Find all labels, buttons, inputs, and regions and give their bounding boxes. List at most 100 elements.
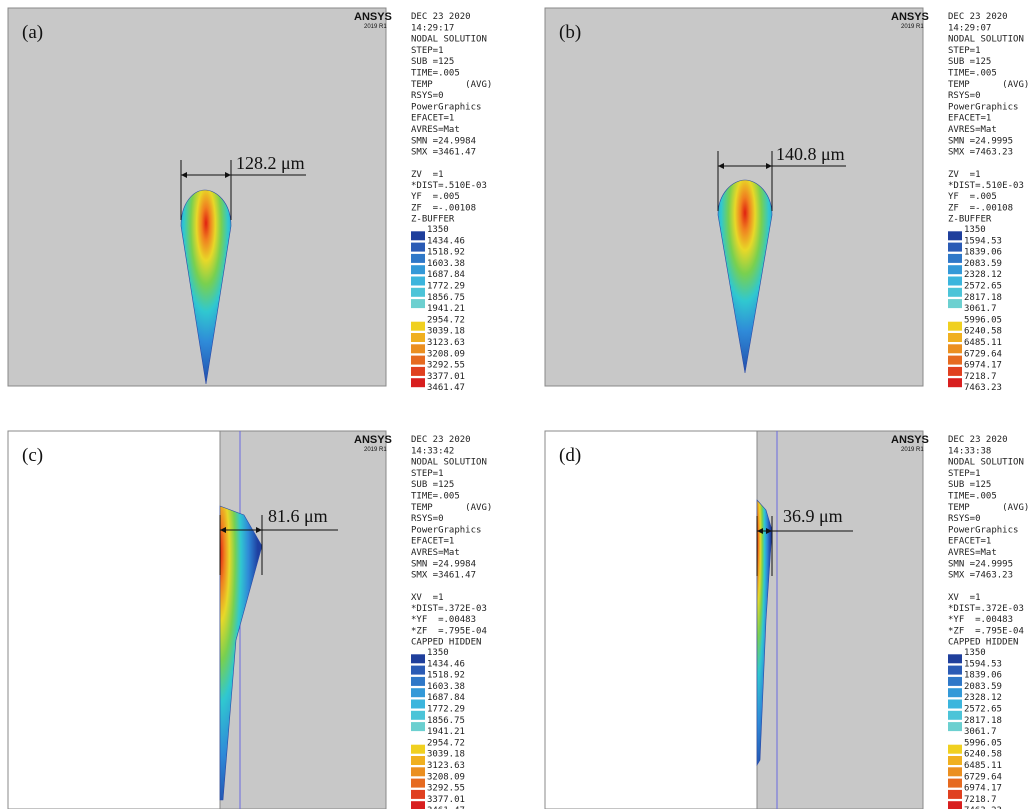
legend-value: 2954.72 [427,738,465,748]
legend-swatch [948,700,962,709]
info-line: SMX =3461.47 [411,148,476,158]
info-line: NODAL SOLUTION [411,35,487,45]
legend-value: 1350 [964,648,986,658]
legend-value: 6485.11 [964,338,1002,348]
panel-label: (c) [22,445,43,466]
dimension-label: 81.6 μm [268,506,328,526]
info-line: SMN =24.9984 [411,136,476,146]
legend-value: 3039.18 [427,327,465,337]
legend-swatch [411,700,425,709]
legend-swatch [948,722,962,731]
legend-swatch [948,745,962,754]
view-line: XV =1 [411,593,444,603]
legend-swatch [948,367,962,376]
legend-value: 5996.05 [964,315,1002,325]
info-line: DEC 23 2020 [411,435,471,445]
view-line: YF =.005 [948,192,997,202]
info-line: EFACET=1 [411,114,454,124]
info-line: TIME=.005 [411,69,460,79]
legend-swatch [948,654,962,663]
legend-swatch [411,654,425,663]
view-line: Z-BUFFER [411,214,455,224]
legend-swatch [948,666,962,675]
logo: ANSYS [354,11,392,23]
legend-value: 1941.21 [427,727,465,737]
legend-swatch [411,790,425,799]
legend-value: 1603.38 [427,682,465,692]
view-line: XV =1 [948,593,981,603]
legend-value: 3208.09 [427,772,465,782]
legend-swatch [411,322,425,331]
legend-swatch [948,243,962,252]
panel-label: (d) [559,445,581,466]
legend-swatch [948,277,962,286]
legend-value: 2572.65 [964,282,1002,292]
legend-value: 6485.11 [964,761,1002,771]
dimension-label: 128.2 μm [236,153,305,173]
legend-value: 3292.55 [427,784,465,794]
legend-value: 6240.58 [964,327,1002,337]
info-line: SUB =125 [948,480,991,490]
view-line: *DIST=.510E-03 [948,181,1024,191]
info-line: SMX =7463.23 [948,571,1013,581]
info-line: STEP=1 [411,46,444,56]
info-line: RSYS=0 [411,91,444,101]
legend-swatch [948,801,962,809]
info-line: AVRES=Mat [948,548,997,558]
legend-value: 2817.18 [964,716,1002,726]
legend-value: 6729.64 [964,349,1002,359]
legend-swatch [411,666,425,675]
legend-value: 1772.29 [427,282,465,292]
view-line: *ZF =.795E-04 [411,626,487,636]
legend-swatch [411,356,425,365]
view-line: *YF =.00483 [948,615,1013,625]
info-line: RSYS=0 [948,91,981,101]
view-line: *DIST=.372E-03 [948,604,1024,614]
view-line: ZF =-.00108 [411,203,476,213]
legend-swatch [948,711,962,720]
legend-swatch [411,779,425,788]
dimension-label: 140.8 μm [776,144,845,164]
view-line: Z-BUFFER [948,214,992,224]
legend-value: 1518.92 [427,671,465,681]
info-line: 14:29:07 [948,23,991,33]
legend-swatch [411,688,425,697]
info-line: TEMP (AVG) [948,80,1029,90]
legend-swatch [411,767,425,776]
legend-value: 2817.18 [964,293,1002,303]
legend-swatch [948,756,962,765]
info-line: DEC 23 2020 [411,12,471,22]
legend-value: 1518.92 [427,248,465,258]
legend-swatch [411,299,425,308]
legend-swatch [411,801,425,809]
legend-value: 2328.12 [964,270,1002,280]
version: 2019 R1 [364,24,387,30]
legend-swatch [411,265,425,274]
info-line: PowerGraphics [411,102,481,112]
info-line: SUB =125 [948,57,991,67]
legend-swatch [411,288,425,297]
view-line: ZF =-.00108 [948,203,1013,213]
logo: ANSYS [891,434,929,446]
legend-swatch [411,254,425,263]
info-line: NODAL SOLUTION [948,35,1024,45]
info-line: TEMP (AVG) [948,503,1029,513]
legend-value: 1434.46 [427,236,465,246]
view-line: *ZF =.795E-04 [948,626,1024,636]
info-line: SMX =3461.47 [411,571,476,581]
legend-swatch [411,243,425,252]
info-line: PowerGraphics [948,525,1018,535]
legend-value: 2572.65 [964,705,1002,715]
info-line: 14:33:42 [411,446,454,456]
legend-swatch [411,333,425,342]
info-line: DEC 23 2020 [948,435,1008,445]
info-line: EFACET=1 [948,537,991,547]
legend-swatch [948,231,962,240]
legend-swatch [948,677,962,686]
legend-value: 1856.75 [427,293,465,303]
legend-swatch [948,378,962,387]
legend-value: 2954.72 [427,315,465,325]
info-line: TIME=.005 [948,492,997,502]
